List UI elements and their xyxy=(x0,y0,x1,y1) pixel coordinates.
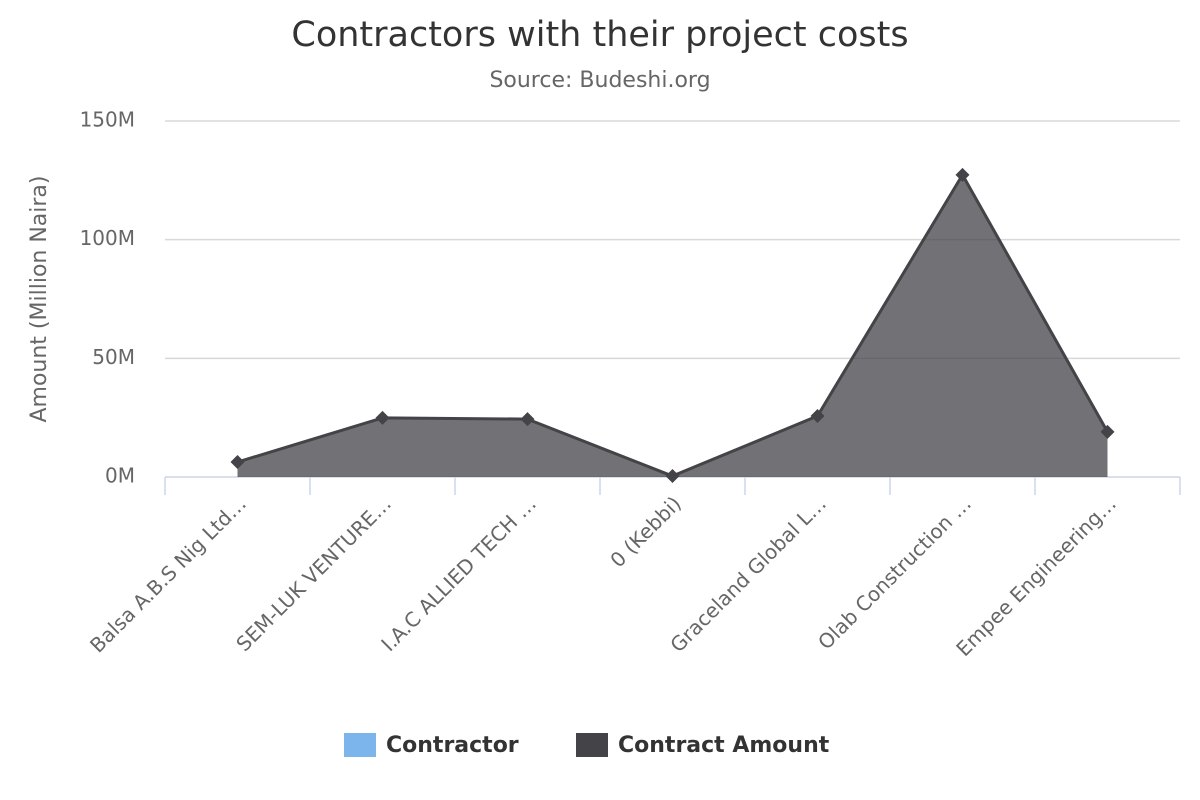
chart-title: Contractors with their project costs xyxy=(291,15,908,55)
marker xyxy=(520,412,535,427)
y-tick-label: 100M xyxy=(80,226,135,250)
x-tick-label: I.A.C ALLIED TECH … xyxy=(376,491,541,656)
y-tick-label: 50M xyxy=(92,345,135,369)
area xyxy=(237,174,1108,477)
marker xyxy=(1100,424,1115,439)
legend-swatch xyxy=(344,733,376,757)
marker xyxy=(955,167,970,182)
marker xyxy=(665,469,680,484)
x-tick-label: Balsa A.B.S Nig Ltd… xyxy=(85,491,251,657)
x-tick-label: Graceland Global L… xyxy=(665,491,831,657)
marker xyxy=(230,455,245,470)
y-axis-title: Amount (Million Naira) xyxy=(27,175,52,422)
y-tick-label: 150M xyxy=(80,108,135,132)
marker xyxy=(375,410,390,425)
marker xyxy=(810,409,825,424)
y-tick-label: 0M xyxy=(105,464,135,488)
x-tick-label: 0 (Kebbi) xyxy=(605,491,686,572)
legend-label[interactable]: Contract Amount xyxy=(618,733,830,758)
chart-subtitle: Source: Budeshi.org xyxy=(489,68,710,93)
x-tick-label: Olab Construction … xyxy=(813,491,976,654)
x-tick-label: Empee Engineering… xyxy=(951,491,1121,661)
x-tick-label: SEM-LUK VENTURE… xyxy=(231,491,396,656)
legend-swatch xyxy=(576,733,608,757)
legend-label[interactable]: Contractor xyxy=(386,733,519,758)
